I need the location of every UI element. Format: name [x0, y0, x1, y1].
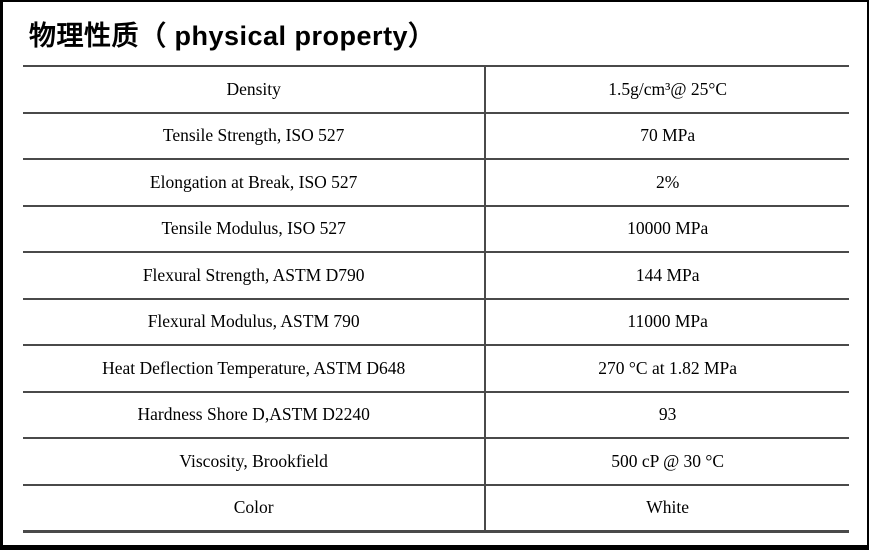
table-row: Elongation at Break, ISO 527 2% [23, 158, 849, 206]
table-row: Heat Deflection Temperature, ASTM D648 2… [23, 344, 849, 392]
title-bar: 物理性质（ physical property） [3, 2, 867, 65]
property-cell: Tensile Modulus, ISO 527 [23, 204, 487, 252]
value-cell: 11000 MPa [485, 297, 849, 345]
table-row: Flexural Strength, ASTM D790 144 MPa [23, 251, 849, 299]
value-cell: 144 MPa [485, 251, 849, 299]
property-cell: Flexural Modulus, ASTM 790 [23, 297, 487, 345]
table-row: Tensile Modulus, ISO 527 10000 MPa [23, 204, 849, 252]
table-row: Color White [23, 483, 849, 533]
value-cell: 93 [485, 390, 849, 438]
property-cell: Tensile Strength, ISO 527 [23, 111, 487, 159]
value-cell: 500 cP @ 30 °C [485, 437, 849, 485]
property-cell: Density [23, 65, 487, 113]
value-cell: 70 MPa [485, 111, 849, 159]
value-cell: 1.5g/cm³@ 25°C [485, 65, 849, 113]
property-cell: Elongation at Break, ISO 527 [23, 158, 487, 206]
table-row: Viscosity, Brookfield 500 cP @ 30 °C [23, 437, 849, 485]
value-cell: White [485, 483, 849, 533]
table-row: Density 1.5g/cm³@ 25°C [23, 65, 849, 113]
property-cell: Color [23, 483, 487, 533]
table-row: Hardness Shore D,ASTM D2240 93 [23, 390, 849, 438]
property-cell: Viscosity, Brookfield [23, 437, 487, 485]
page-title: 物理性质（ physical property） [29, 21, 436, 51]
property-cell: Heat Deflection Temperature, ASTM D648 [23, 344, 487, 392]
table-row: Tensile Strength, ISO 527 70 MPa [23, 111, 849, 159]
value-cell: 10000 MPa [485, 204, 849, 252]
value-cell: 2% [485, 158, 849, 206]
table-row: Flexural Modulus, ASTM 790 11000 MPa [23, 297, 849, 345]
property-cell: Hardness Shore D,ASTM D2240 [23, 390, 487, 438]
property-cell: Flexural Strength, ASTM D790 [23, 251, 487, 299]
physical-property-table: Density 1.5g/cm³@ 25°C Tensile Strength,… [23, 65, 849, 533]
value-cell: 270 °C at 1.82 MPa [485, 344, 849, 392]
